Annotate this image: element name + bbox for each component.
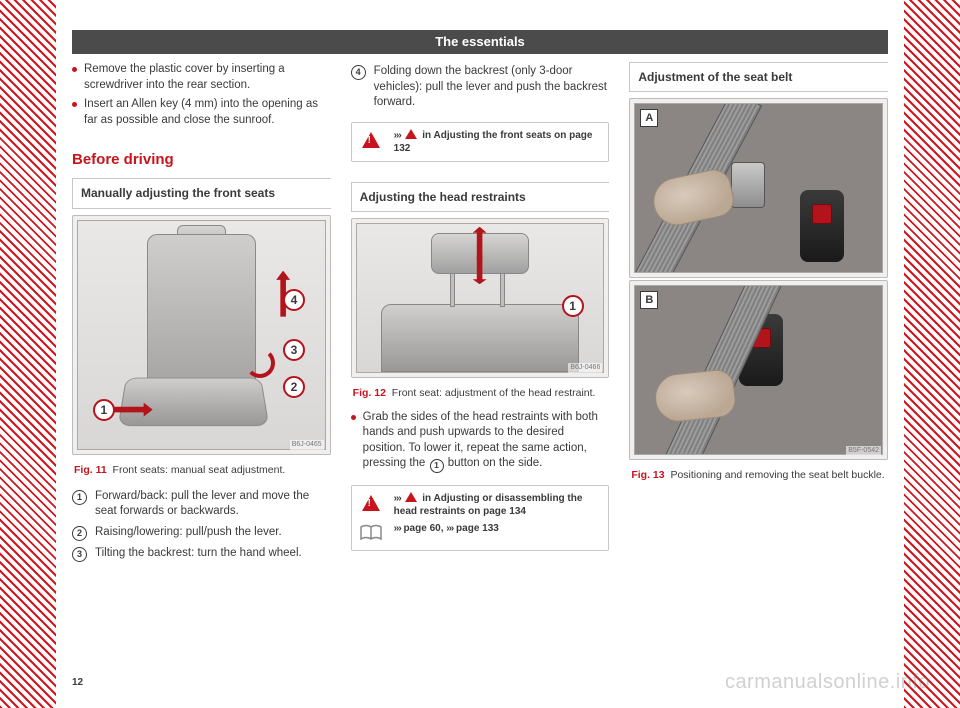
chevron-icon: ››› [446, 523, 453, 534]
callout-marker: 3 [283, 339, 305, 361]
inline-number-icon: 1 [430, 459, 444, 473]
section-heading: Before driving [72, 150, 331, 170]
manual-page: The essentials Remove the plastic cover … [72, 30, 888, 688]
note-body: in Adjusting or disassembling the head r… [394, 493, 583, 517]
warning-icon [405, 492, 417, 502]
subhead-box: Adjusting the head restraints [351, 182, 610, 212]
hand-shape [649, 166, 737, 230]
page-header: The essentials [72, 30, 888, 54]
figure-canvas: A [634, 103, 883, 273]
subhead-box: Adjustment of the seat belt [629, 62, 888, 92]
figure-canvas: B [634, 285, 883, 455]
column-1: Remove the plastic cover by inserting a … [72, 62, 331, 688]
list-number-icon: 3 [72, 547, 87, 562]
list-item: 4 Folding down the backrest (only 3-door… [351, 64, 610, 111]
numbered-list: 1 Forward/back: pull the lever and move … [72, 489, 331, 567]
seatbelt-buckle [800, 190, 844, 262]
figure-caption: Fig. 12 Front seat: adjustment of the he… [353, 386, 608, 400]
subhead: Adjustment of the seat belt [630, 62, 888, 91]
bullet-icon [72, 67, 77, 72]
numbered-list: 4 Folding down the backrest (only 3-door… [351, 64, 610, 116]
figure-canvas: 1 2 3 4 [77, 220, 326, 450]
list-item: 2 Raising/lowering: pull/push the lever. [72, 525, 331, 541]
para-post: button on the side. [445, 457, 543, 469]
figure-caption: Fig. 13 Positioning and removing the sea… [631, 468, 886, 482]
arrow-icon [245, 348, 275, 378]
figure-caption: Fig. 11 Front seats: manual seat adjustm… [74, 463, 329, 477]
list-text: Tilting the backrest: turn the hand whee… [95, 546, 302, 562]
note-text: ››› in Adjusting the front seats on page… [394, 129, 601, 155]
callout-marker: 2 [283, 376, 305, 398]
note-body: page 60, [403, 523, 446, 534]
warning-icon [358, 492, 384, 514]
figure-13a: A [629, 98, 888, 278]
figure-number: Fig. 12 [353, 387, 386, 399]
page-number: 12 [72, 677, 83, 688]
page-hatch-right [904, 0, 960, 708]
bullet-text: Insert an Allen key (4 mm) into the open… [84, 97, 331, 128]
seatbelt-tab [731, 162, 765, 208]
note-text: ››› in Adjusting or disassembling the he… [394, 492, 601, 518]
bullet-text: Grab the sides of the head restraints wi… [363, 410, 610, 473]
bullet-icon [351, 415, 356, 420]
subhead-box: Manually adjusting the front seats [72, 178, 331, 208]
figure-13b: B B5F-0542 [629, 280, 888, 460]
list-number-icon: 4 [351, 65, 366, 80]
reference-note: ››› in Adjusting or disassembling the he… [351, 485, 610, 551]
page-hatch-left [0, 0, 56, 708]
hand-shape [653, 368, 738, 424]
subhead: Manually adjusting the front seats [73, 178, 331, 207]
seat-back-shape [381, 304, 578, 372]
figure-caption-text: Front seats: manual seat adjustment. [113, 464, 286, 476]
list-text: Folding down the backrest (only 3-door v… [374, 64, 610, 111]
list-item: 1 Forward/back: pull the lever and move … [72, 489, 331, 520]
panel-letter: B [640, 291, 658, 309]
image-code: B6J-0465 [290, 440, 324, 449]
figure-11: 1 2 3 4 B6J-0465 [72, 215, 331, 455]
callout-marker: 1 [93, 399, 115, 421]
image-code: B5F-0542 [846, 446, 881, 455]
figure-12: 1 B6J-0466 [351, 218, 610, 378]
book-icon [358, 522, 384, 544]
warning-icon [358, 129, 384, 151]
figure-number: Fig. 13 [631, 469, 664, 481]
column-3: Adjustment of the seat belt A B [629, 62, 888, 688]
subhead: Adjusting the head restraints [352, 182, 610, 211]
bullet-item: Remove the plastic cover by inserting a … [72, 62, 331, 93]
warning-icon [405, 129, 417, 139]
list-number-icon: 1 [72, 490, 87, 505]
note-body: page 133 [456, 523, 499, 534]
figure-number: Fig. 11 [74, 464, 107, 476]
callout-marker: 4 [283, 289, 305, 311]
note-body: in Adjusting the front seats on page 132 [394, 130, 593, 154]
list-text: Forward/back: pull the lever and move th… [95, 489, 331, 520]
column-2: 4 Folding down the backrest (only 3-door… [351, 62, 610, 688]
bullet-text: Remove the plastic cover by inserting a … [84, 62, 331, 93]
chevron-icon: ››› [394, 493, 401, 504]
list-text: Raising/lowering: pull/push the lever. [95, 525, 282, 541]
bullet-icon [72, 102, 77, 107]
seat-cushion-shape [118, 378, 270, 427]
chevron-icon: ››› [394, 523, 401, 534]
bullet-item: Grab the sides of the head restraints wi… [351, 410, 610, 473]
figure-caption-text: Front seat: adjustment of the head restr… [392, 387, 596, 399]
watermark: carmanualsonline.info [725, 671, 930, 694]
figure-canvas: 1 [356, 223, 605, 373]
callout-marker: 1 [562, 295, 584, 317]
image-code: B6J-0466 [568, 363, 602, 372]
columns: Remove the plastic cover by inserting a … [72, 62, 888, 688]
chevron-icon: ››› [394, 130, 401, 141]
panel-letter: A [640, 109, 658, 127]
bullet-item: Insert an Allen key (4 mm) into the open… [72, 97, 331, 128]
warning-note: ››› in Adjusting the front seats on page… [351, 122, 610, 162]
list-number-icon: 2 [72, 526, 87, 541]
list-item: 3 Tilting the backrest: turn the hand wh… [72, 546, 331, 562]
note-text: ››› page 60, ››› page 133 [394, 522, 499, 535]
figure-caption-text: Positioning and removing the seat belt b… [670, 469, 884, 481]
